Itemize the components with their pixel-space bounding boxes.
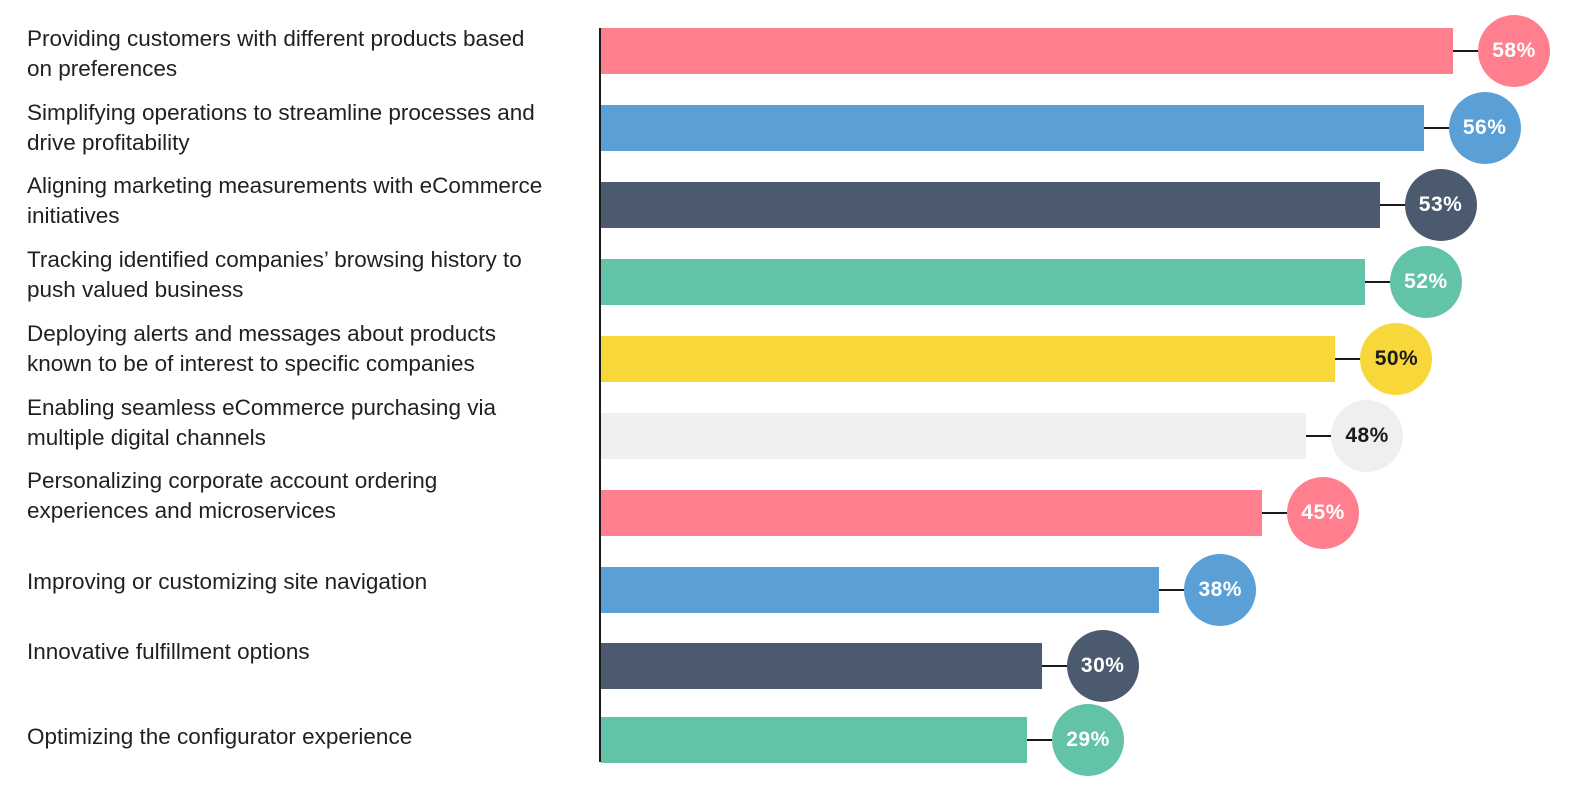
category-label: Deploying alerts and messages about prod… — [27, 321, 497, 376]
bar — [601, 567, 1160, 613]
label-connector — [1453, 50, 1478, 52]
bar — [601, 105, 1424, 151]
bar — [601, 490, 1263, 536]
bar — [601, 717, 1027, 763]
data-label: 45% — [1287, 477, 1360, 549]
category-label: Optimizing the configurator experience — [27, 724, 413, 749]
data-label: 50% — [1360, 323, 1433, 395]
category-label: Providing customers with different produ… — [27, 26, 525, 81]
data-label: 58% — [1478, 15, 1550, 87]
label-connector — [1159, 589, 1185, 591]
category-label: Innovative fulfillment options — [27, 639, 310, 664]
y-axis-line — [599, 28, 601, 762]
bar — [601, 28, 1453, 74]
bar — [601, 336, 1336, 382]
category-label: Aligning marketing measurements with eCo… — [27, 173, 543, 228]
category-label: Simplifying operations to streamline pro… — [27, 100, 535, 155]
bar — [601, 413, 1307, 459]
label-connector — [1379, 204, 1405, 206]
label-connector — [1335, 358, 1361, 360]
data-label: 30% — [1066, 630, 1139, 702]
label-connector — [1027, 739, 1052, 741]
label-connector — [1423, 127, 1449, 129]
label-connector — [1041, 665, 1067, 667]
bar — [601, 643, 1042, 689]
data-label: 56% — [1448, 92, 1521, 164]
data-label: 52% — [1389, 246, 1462, 318]
category-label: Personalizing corporate account ordering… — [27, 468, 438, 523]
data-label: 53% — [1404, 169, 1477, 241]
label-connector — [1306, 435, 1332, 437]
category-label: Enabling seamless eCommerce purchasing v… — [27, 395, 496, 450]
bar — [601, 259, 1365, 305]
label-connector — [1364, 281, 1390, 283]
label-connector — [1262, 512, 1288, 514]
data-label: 38% — [1184, 554, 1257, 626]
data-label: 29% — [1052, 704, 1124, 776]
data-label: 48% — [1331, 400, 1404, 472]
bar — [601, 182, 1380, 228]
category-label: Tracking identified companies’ browsing … — [27, 247, 522, 302]
category-label: Improving or customizing site navigation — [27, 569, 428, 594]
